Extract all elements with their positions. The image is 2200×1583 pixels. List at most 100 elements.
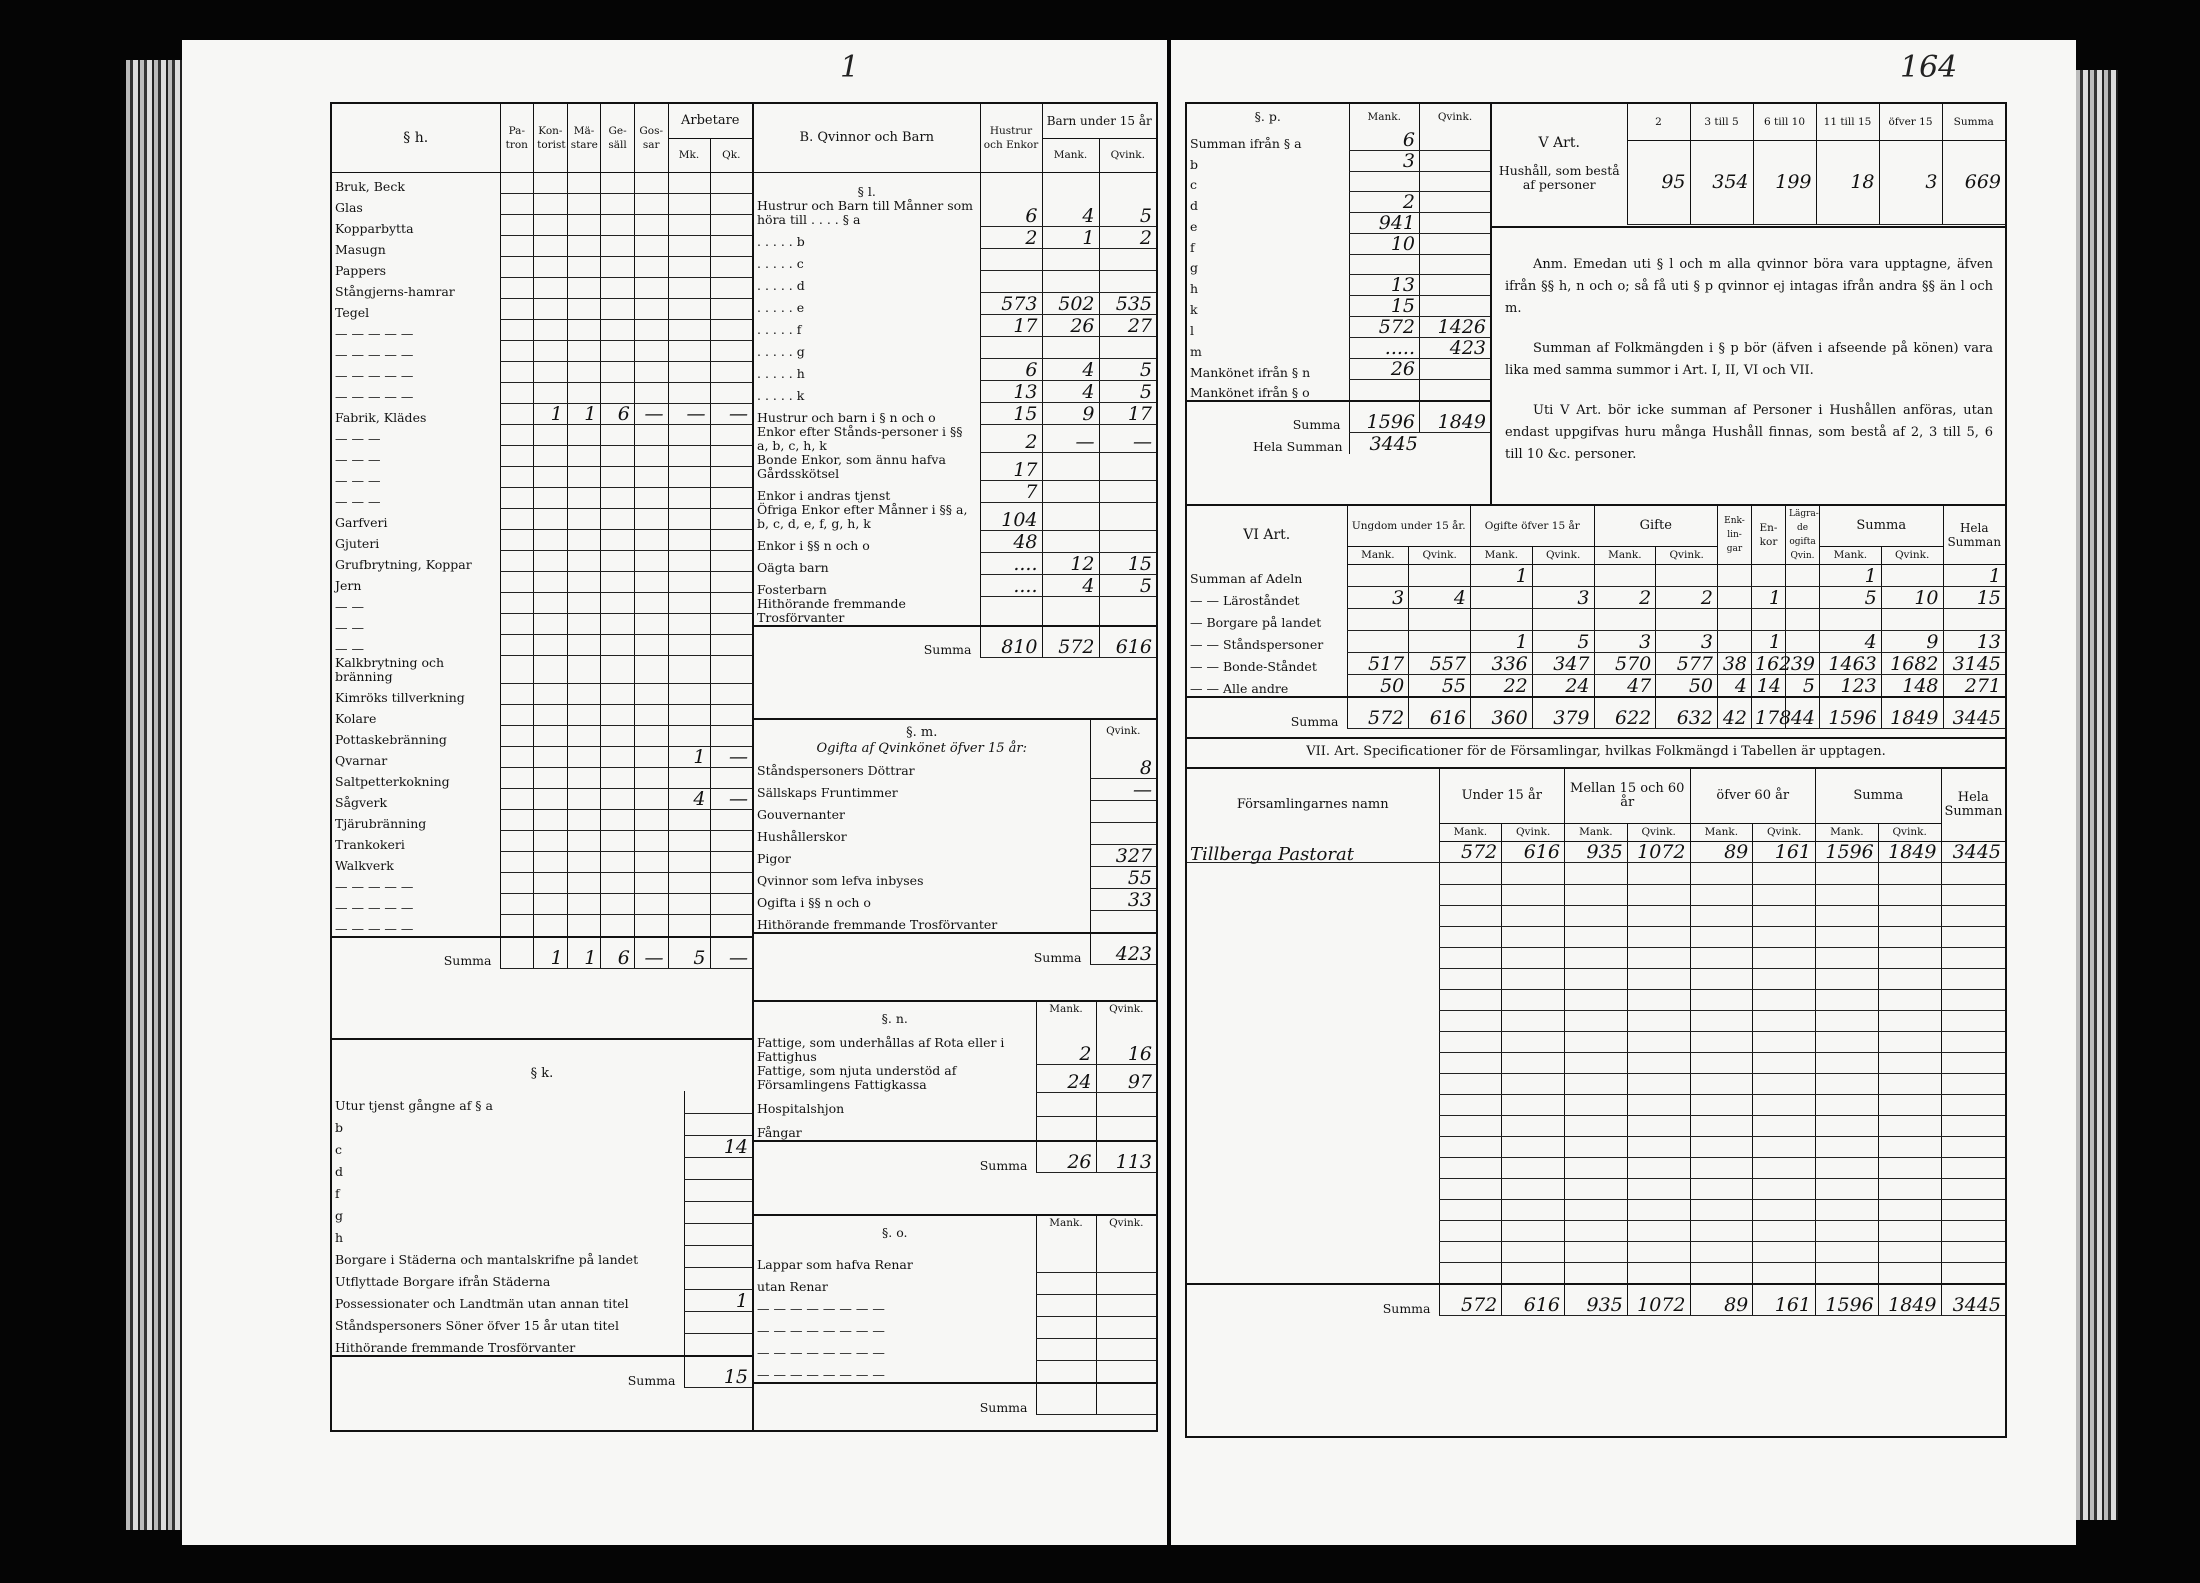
- vi-group: Gifte: [1593, 506, 1718, 547]
- row-value: [1095, 1116, 1156, 1142]
- row-value: [683, 1245, 752, 1268]
- row-value: [667, 382, 710, 404]
- row-value: [1689, 968, 1753, 990]
- table-row: Pigor 327: [754, 844, 1156, 867]
- row-label: utan Renar: [757, 1279, 828, 1294]
- row-value: [709, 298, 752, 320]
- row-value: [667, 445, 710, 467]
- row-value: [533, 424, 568, 446]
- row-value: [709, 592, 752, 614]
- row-value: [1035, 1294, 1096, 1317]
- row-value: [633, 382, 668, 404]
- section-vii-art: Församlingarnes namn Under 15 år Mellan …: [1187, 767, 2005, 1437]
- table-row: . . . . . f 17 26 27: [754, 314, 1156, 337]
- section-o: §. o. Mank. Qvink. Lappar som hafva Rena…: [754, 1216, 1156, 1430]
- row-value: [1564, 1262, 1628, 1285]
- row-value: [600, 193, 635, 215]
- row-value: [667, 767, 710, 789]
- row-value: [1752, 1073, 1816, 1095]
- row-value: [1815, 1136, 1879, 1158]
- row-value: [600, 634, 635, 656]
- section-h: § h. Pa-tron Kon-torist Mä-stare Ge-säll…: [332, 104, 754, 1040]
- section-v-art: V Art. Hushåll, som bestå af personer 2 …: [1492, 104, 2005, 228]
- row-value: 535: [1098, 292, 1156, 315]
- summa-label: Summa: [754, 624, 980, 657]
- summa-row: Summa 1 1 6—5—: [332, 935, 752, 969]
- table-row: c 14: [332, 1135, 752, 1158]
- row-value: [499, 235, 534, 257]
- row-value: [1752, 1157, 1816, 1179]
- row-value: [1940, 1010, 2005, 1032]
- row-value: [1346, 608, 1409, 631]
- row-value: 55: [1408, 674, 1471, 698]
- table-row: — — —: [332, 445, 752, 467]
- summa-label: Summa: [1187, 1283, 1439, 1316]
- summa-value: 15: [683, 1355, 752, 1388]
- row-value: [1501, 1157, 1565, 1179]
- section-vi-art: VI Art. Ungdom under 15 år. Ogifte öfver…: [1187, 504, 2005, 739]
- row-value: [1501, 1094, 1565, 1116]
- row-value: [1501, 884, 1565, 906]
- row-value: [566, 872, 601, 894]
- row-value: [1438, 926, 1502, 948]
- table-row: Hospitalshjon: [754, 1092, 1156, 1117]
- table-row: Borgare i Städerna och mantalskrifne på …: [332, 1245, 752, 1268]
- row-value: [633, 508, 668, 530]
- row-value: [1752, 1031, 1816, 1053]
- row-value: [533, 193, 568, 215]
- row-value: [633, 361, 668, 383]
- row-value: [1035, 1250, 1096, 1273]
- row-value: [1098, 480, 1156, 503]
- table-row: Lappar som hafva Renar: [754, 1250, 1156, 1273]
- row-value: [1438, 1094, 1502, 1116]
- row-value: [1419, 379, 1490, 401]
- row-label: Hithörande fremmande Trosförvanter: [757, 595, 906, 625]
- row-label: . . . . . c: [757, 255, 804, 271]
- row-value: [709, 851, 752, 873]
- table-row: Gjuteri: [332, 529, 752, 551]
- row-value: [1626, 989, 1690, 1011]
- table-row: — — Alle andre 50 55 22 24 47 50 4 14 5 123 148 271: [1187, 674, 2005, 698]
- row-value: [566, 655, 601, 684]
- table-row: g: [1187, 254, 1490, 275]
- row-value: [499, 914, 534, 937]
- row-value: [709, 683, 752, 705]
- row-value: [633, 725, 668, 747]
- summa-value: 423: [1089, 932, 1156, 965]
- row-label: [1187, 1178, 1439, 1199]
- row-label: Borgare i Städerna och mantalskrifne på …: [335, 1252, 639, 1267]
- row-label: Lappar som hafva Renar: [757, 1257, 913, 1272]
- row-value: 941: [1348, 212, 1420, 234]
- row-value: [667, 704, 710, 726]
- v-col: 3 till 5: [1689, 104, 1753, 141]
- row-value: [1689, 862, 1753, 885]
- sub-column: Mank.: [1593, 546, 1656, 565]
- table-row: — — — — —: [332, 914, 752, 937]
- sub-column: Mank.: [1470, 546, 1533, 565]
- sub-column: Mank.: [1438, 823, 1502, 842]
- row-value: [499, 550, 534, 572]
- row-value: 38: [1717, 652, 1752, 675]
- row-value: [533, 445, 568, 467]
- row-value: [1940, 926, 2005, 948]
- section-m-title-text: §. m.: [906, 725, 938, 740]
- row-label: Fattige, som underhållas af Rota eller i…: [757, 1035, 1005, 1064]
- row-value: 616: [1501, 841, 1565, 863]
- table-row: Possessionater och Landtmän utan annan t…: [332, 1289, 752, 1312]
- row-value: [499, 487, 534, 509]
- row-label: Hithörande fremmande Trosförvanter: [335, 1340, 576, 1355]
- row-label: . . . . . d: [757, 277, 805, 293]
- row-value: [1626, 1157, 1690, 1179]
- row-value: [600, 319, 635, 341]
- row-label: Tjärubränning: [335, 815, 427, 831]
- row-value: [533, 277, 568, 299]
- row-label: [1187, 968, 1439, 989]
- table-row: Sågverk 4—: [332, 788, 752, 810]
- row-value: [499, 851, 534, 873]
- table-row: — Borgare på landet: [1187, 608, 2005, 631]
- row-value: [566, 424, 601, 446]
- row-label: — —: [335, 640, 364, 656]
- row-value: [1419, 171, 1490, 192]
- col-arbetare-mk: Mk.: [667, 138, 710, 173]
- row-value: [600, 214, 635, 236]
